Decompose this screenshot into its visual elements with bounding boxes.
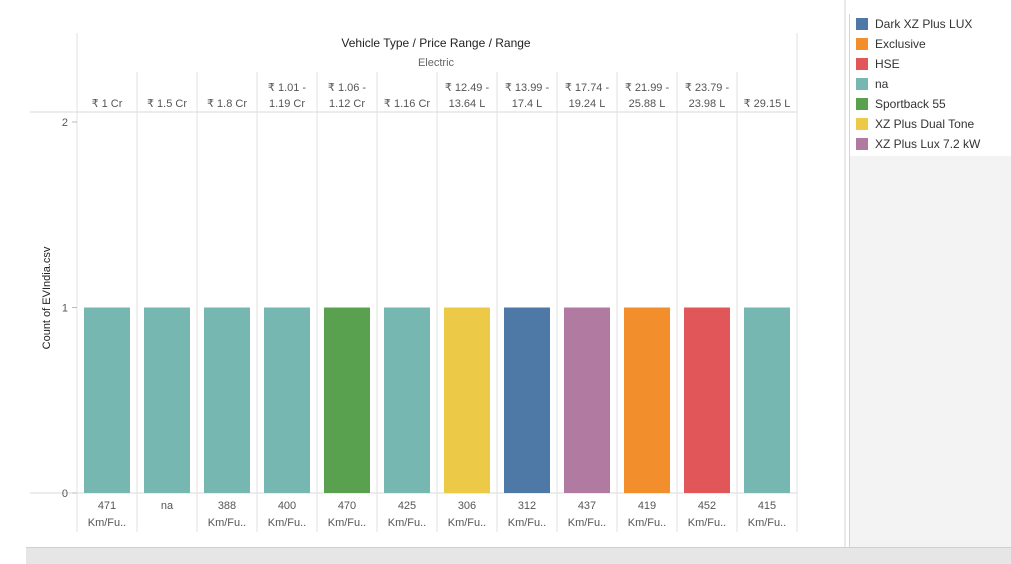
bar[interactable]: [204, 307, 250, 494]
price-range-label: ₹ 12.49 -: [445, 82, 490, 94]
legend-swatch: [856, 58, 868, 70]
legend-item[interactable]: HSE: [856, 56, 900, 72]
range-label: Km/Fu..: [448, 517, 487, 529]
range-label: 306: [458, 500, 476, 512]
legend-item[interactable]: na: [856, 76, 888, 92]
legend-swatch: [856, 18, 868, 30]
range-label: 312: [518, 500, 536, 512]
range-label: Km/Fu..: [628, 517, 667, 529]
header-subtitle: Electric: [418, 57, 455, 69]
range-labels: 471 Km/Fu.. na 388 Km/Fu.. 400 Km/Fu.. 470 Km/Fu…: [88, 500, 787, 529]
price-range-label: 23.98 L: [689, 98, 726, 110]
bar[interactable]: [144, 307, 190, 494]
bar[interactable]: [684, 307, 730, 494]
legend-swatch: [856, 138, 868, 150]
price-range-label: ₹ 21.99 -: [625, 82, 670, 94]
range-label: 388: [218, 500, 236, 512]
legend-label: Sportback 55: [875, 97, 946, 111]
price-range-label: 25.88 L: [629, 98, 666, 110]
range-label: Km/Fu..: [268, 517, 307, 529]
legend-item[interactable]: XZ Plus Dual Tone: [856, 116, 974, 132]
price-range-label: ₹ 29.15 L: [744, 98, 791, 110]
price-range-headers: ₹ 1 Cr ₹ 1.5 Cr ₹ 1.8 Cr ₹ 1.01 - 1.19 Cr ₹ 1…: [92, 82, 791, 110]
range-label: 471: [98, 500, 116, 512]
range-label: na: [161, 500, 174, 512]
legend-label: XZ Plus Dual Tone: [875, 117, 975, 131]
range-label: Km/Fu..: [208, 517, 247, 529]
price-range-label: 1.12 Cr: [329, 98, 365, 110]
range-label: Km/Fu..: [328, 517, 367, 529]
y-tick-label: 1: [62, 303, 68, 315]
range-label: Km/Fu..: [688, 517, 727, 529]
bar[interactable]: [564, 307, 610, 494]
range-label: 452: [698, 500, 716, 512]
horizontal-scrollbar[interactable]: [26, 547, 1011, 564]
price-range-label: ₹ 1.06 -: [328, 82, 367, 94]
price-range-label: ₹ 1.8 Cr: [207, 98, 247, 110]
legend-swatch: [856, 98, 868, 110]
price-range-label: ₹ 13.99 -: [505, 82, 550, 94]
column-dividers: [76, 33, 798, 532]
legend-item[interactable]: Sportback 55: [856, 96, 946, 112]
bar[interactable]: [324, 307, 370, 494]
y-axis-label: Count of EVIndia.csv: [41, 246, 53, 349]
price-range-label: ₹ 1 Cr: [92, 98, 123, 110]
price-range-label: 13.64 L: [449, 98, 486, 110]
bar[interactable]: [744, 307, 790, 494]
legend-label: Exclusive: [875, 37, 926, 51]
legend-label: Dark XZ Plus LUX: [875, 17, 973, 31]
bar[interactable]: [504, 307, 550, 494]
header-title: Vehicle Type / Price Range / Range: [341, 36, 531, 50]
legend-item[interactable]: Exclusive: [856, 36, 926, 52]
legend-swatch: [856, 78, 868, 90]
bar[interactable]: [384, 307, 430, 494]
range-label: 415: [758, 500, 776, 512]
bar[interactable]: [84, 307, 130, 494]
price-range-label: 17.4 L: [512, 98, 543, 110]
range-label: Km/Fu..: [388, 517, 427, 529]
y-axis-ticks: 0 1 2: [62, 117, 77, 500]
range-label: 437: [578, 500, 596, 512]
legend-panel-background: [849, 156, 1011, 552]
range-label: 419: [638, 500, 656, 512]
price-range-label: ₹ 1.5 Cr: [147, 98, 187, 110]
price-range-label: ₹ 1.16 Cr: [384, 98, 430, 110]
price-range-label: ₹ 1.01 -: [268, 82, 307, 94]
y-tick-label: 2: [62, 117, 68, 129]
price-range-label: ₹ 17.74 -: [565, 82, 610, 94]
range-label: 425: [398, 500, 416, 512]
legend-item[interactable]: XZ Plus Lux 7.2 kW: [856, 136, 980, 152]
range-label: Km/Fu..: [568, 517, 607, 529]
legend-label: na: [875, 77, 889, 91]
bar[interactable]: [444, 307, 490, 494]
price-range-label: 1.19 Cr: [269, 98, 305, 110]
color-legend: Dark XZ Plus LUX Exclusive HSE na Sportback …: [849, 14, 1011, 157]
price-range-label: ₹ 23.79 -: [685, 82, 730, 94]
legend-swatch: [856, 38, 868, 50]
price-range-label: 19.24 L: [569, 98, 606, 110]
range-label: Km/Fu..: [88, 517, 127, 529]
legend-item[interactable]: Dark XZ Plus LUX: [856, 16, 972, 32]
range-label: Km/Fu..: [508, 517, 547, 529]
range-label: 470: [338, 500, 356, 512]
y-tick-label: 0: [62, 488, 68, 500]
range-label: 400: [278, 500, 296, 512]
legend-swatch: [856, 118, 868, 130]
bar[interactable]: [264, 307, 310, 494]
bars: [84, 307, 790, 494]
range-label: Km/Fu..: [748, 517, 787, 529]
legend-label: XZ Plus Lux 7.2 kW: [875, 137, 981, 151]
bar[interactable]: [624, 307, 670, 494]
legend-label: HSE: [875, 57, 900, 71]
